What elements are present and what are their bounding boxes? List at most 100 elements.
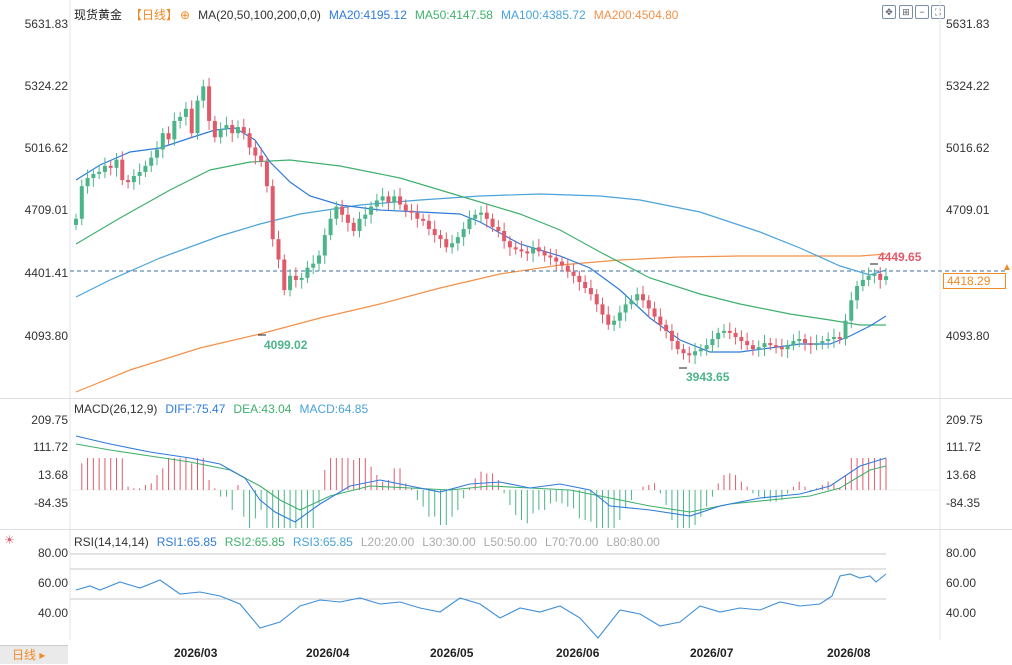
candle-body xyxy=(369,206,374,215)
low-annotation-2: 3943.65 xyxy=(686,370,730,384)
ma-title: MA(20,50,100,200,0,0) xyxy=(198,8,321,22)
candle-body xyxy=(727,330,732,333)
macd-tick-right: 13.68 xyxy=(946,468,977,482)
candle-body xyxy=(189,108,194,134)
rsi-l80: L80:80.00 xyxy=(606,535,660,549)
candle-body xyxy=(831,336,836,340)
period-label[interactable]: 【日线】 xyxy=(130,8,179,22)
candle-body xyxy=(224,125,229,130)
date-tick: 2026/07 xyxy=(690,646,734,660)
minus-icon[interactable]: − xyxy=(915,5,929,19)
candle-body xyxy=(241,127,246,134)
macd-histogram xyxy=(81,458,887,528)
candle-body xyxy=(79,186,84,219)
candle-body xyxy=(745,341,750,346)
rsi-l20: L20:20.00 xyxy=(360,535,415,549)
settings-icon[interactable]: ⊕ xyxy=(180,8,191,22)
candle-body xyxy=(351,222,356,232)
candle-body xyxy=(629,300,634,305)
price-tick: 5016.62 xyxy=(24,141,68,155)
candle-body xyxy=(236,127,240,134)
candle-body xyxy=(837,336,842,340)
rsi-header: RSI(14,14,14) RSI1:65.85 RSI2:65.85 RSI3:65… xyxy=(74,535,668,549)
low-annotation-1: 4099.02 xyxy=(264,338,308,352)
panel-divider-macd xyxy=(0,529,1012,530)
panel-divider-main xyxy=(0,398,1012,399)
rsi3-value: RSI3:65.85 xyxy=(292,535,353,549)
rsi-line xyxy=(75,573,887,639)
candle-body xyxy=(560,261,564,266)
rsi-tick: 40.00 xyxy=(37,606,68,620)
rsi-tick: 80.00 xyxy=(37,546,68,560)
candle-body xyxy=(704,345,709,350)
date-tick: 2026/05 xyxy=(430,646,474,660)
macd-dea-line xyxy=(75,443,887,513)
macd-dea-value: DEA:43.04 xyxy=(233,402,292,416)
rsi-tick-right: 40.00 xyxy=(946,606,977,620)
candle-body xyxy=(531,247,536,254)
candle-body xyxy=(282,259,287,291)
candle-body xyxy=(513,247,518,250)
candle-body xyxy=(820,341,825,344)
macd-title: MACD(26,12,9) xyxy=(74,402,158,416)
zoom-icon[interactable]: ⊞ xyxy=(899,5,913,19)
candle-body xyxy=(305,267,310,278)
triangle-up-icon: ▲ xyxy=(1002,262,1012,273)
price-tick: 4709.01 xyxy=(24,203,68,217)
price-tick: 5324.22 xyxy=(24,79,68,93)
candle-body xyxy=(120,159,125,181)
period-button-label: 日线 xyxy=(12,648,37,662)
candle-body xyxy=(334,206,339,219)
candle-body xyxy=(74,218,78,225)
macd-tick: 209.75 xyxy=(31,413,68,427)
rsi-l50: L50:50.00 xyxy=(483,535,538,549)
date-tick: 2026/04 xyxy=(306,646,350,660)
candle-body xyxy=(299,277,304,280)
candlestick-series xyxy=(74,77,888,365)
price-tick-right: 5016.62 xyxy=(946,141,990,155)
candle-body xyxy=(253,147,258,156)
candle-body xyxy=(791,341,796,346)
candle-body xyxy=(843,320,848,340)
price-tick-right: 4093.80 xyxy=(946,329,990,343)
candle-body xyxy=(849,300,854,321)
candle-body xyxy=(623,304,628,313)
date-tick: 2026/08 xyxy=(827,646,871,660)
macd-tick: 111.72 xyxy=(33,440,68,454)
candle-body xyxy=(554,257,559,262)
rsi-title: RSI(14,14,14) xyxy=(74,535,149,549)
candle-body xyxy=(259,155,264,162)
candle-body xyxy=(415,212,420,219)
candle-body xyxy=(479,212,483,215)
candle-body xyxy=(866,275,871,280)
candle-body xyxy=(380,196,385,201)
rsi-l30: L30:30.00 xyxy=(422,535,476,549)
move-icon[interactable]: ✥ xyxy=(882,5,896,19)
candle-body xyxy=(444,239,449,248)
rsi1-value: RSI1:65.85 xyxy=(156,535,217,549)
macd-tick-right: 111.72 xyxy=(946,440,981,454)
period-button[interactable]: 日线 ▸ xyxy=(0,645,68,664)
sun-icon[interactable]: ☀ xyxy=(4,533,15,547)
candle-body xyxy=(542,251,547,256)
candle-body xyxy=(635,294,640,301)
candle-body xyxy=(774,345,779,348)
candle-body xyxy=(612,320,617,325)
candle-body xyxy=(293,275,298,280)
macd-header: MACD(26,12,9) DIFF:75.47 DEA:43.04 MACD:64.… xyxy=(74,402,376,416)
current-price-tag: 4418.29 xyxy=(943,273,1006,289)
candle-body xyxy=(507,241,512,248)
macd-diff-line xyxy=(75,435,887,523)
candle-body xyxy=(681,349,686,354)
fullscreen-icon[interactable]: ⛶ xyxy=(931,5,945,19)
candle-body xyxy=(808,343,813,346)
macd-tick: -84.35 xyxy=(33,496,68,510)
rsi-tick: 60.00 xyxy=(37,576,68,590)
candle-body xyxy=(860,279,865,287)
candle-body xyxy=(716,332,721,340)
candle-body xyxy=(588,288,593,295)
candle-body xyxy=(646,300,651,309)
candle-body xyxy=(577,275,582,282)
candle-body xyxy=(594,294,599,305)
candle-body xyxy=(91,173,96,179)
